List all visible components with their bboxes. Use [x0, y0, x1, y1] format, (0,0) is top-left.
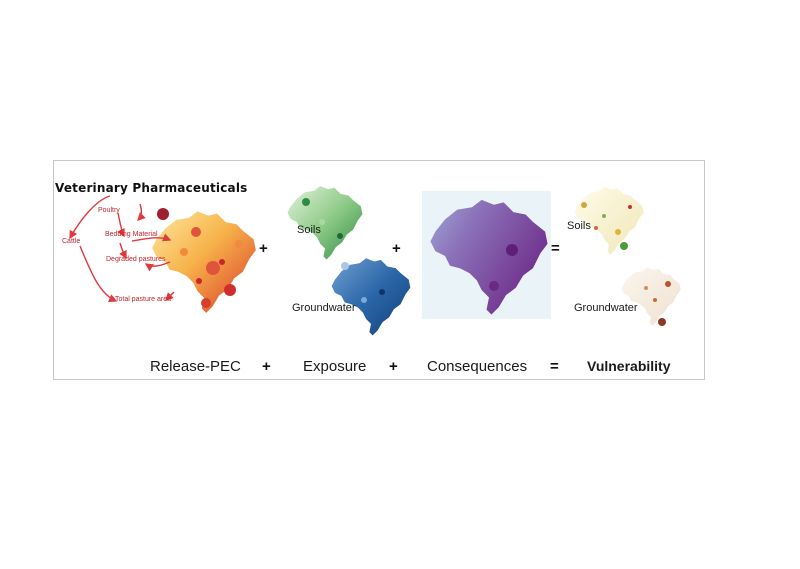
flow-label-poultry: Poultry: [98, 207, 120, 214]
caption-release: Release-PEC: [150, 358, 241, 375]
caption-plus-2: +: [389, 358, 398, 375]
operator-equals-1: =: [551, 240, 560, 257]
flow-label-degraded: Degraded pastures: [106, 256, 166, 263]
caption-vulnerability: Vulnerability: [587, 358, 671, 374]
flow-label-total: Total pasture area: [115, 296, 172, 303]
release-map: [152, 208, 256, 313]
label-groundwater-exposure: Groundwater: [292, 302, 356, 314]
operator-plus-1: +: [259, 240, 268, 257]
flow-label-cattle: Cattle: [62, 238, 81, 245]
caption-consequences: Consequences: [427, 358, 528, 375]
soils-exposure-map: [287, 186, 363, 260]
groundwater-vulnerability-map: [621, 267, 681, 326]
consequences-map: [422, 191, 551, 319]
label-soils-vulnerability: Soils: [567, 220, 591, 232]
flow-arrows: [69, 195, 175, 303]
label-soils-exposure: Soils: [297, 224, 321, 236]
figure-title: Veterinary Pharmaceuticals: [55, 181, 248, 195]
operator-plus-2: +: [392, 240, 401, 257]
label-groundwater-vulnerability: Groundwater: [574, 302, 638, 314]
caption-plus-1: +: [262, 358, 271, 375]
flow-label-bedding: Bedding Material: [105, 231, 158, 238]
groundwater-exposure-map: [331, 258, 411, 336]
caption-exposure: Exposure: [303, 358, 367, 375]
caption-equals: =: [550, 358, 559, 375]
soils-vulnerability-map: [574, 186, 644, 255]
